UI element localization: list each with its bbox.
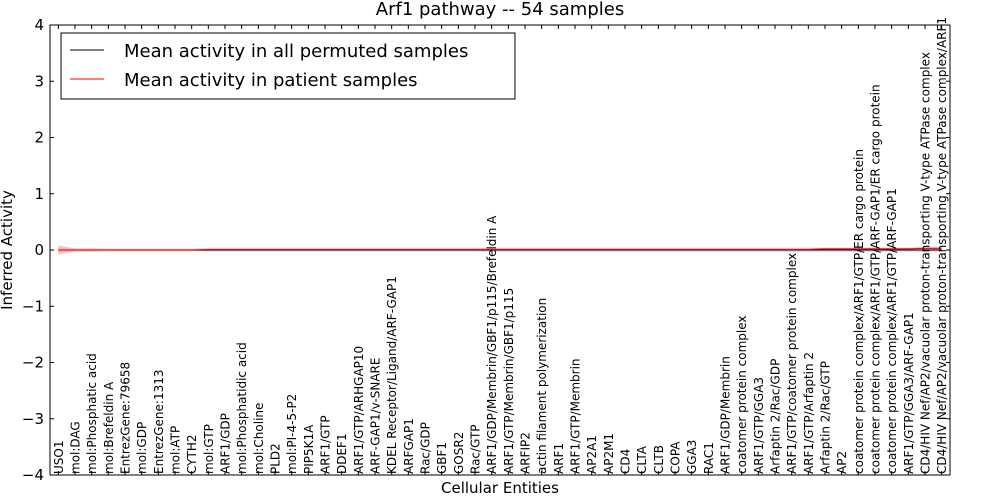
y-tick-label: −2 [22, 354, 44, 372]
x-tick-label: ARF1/GTP/Membrin [569, 358, 583, 474]
x-tick-label: ARFGAP1 [402, 418, 416, 474]
y-tick-label: −3 [22, 410, 44, 428]
x-axis-label: Cellular Entities [441, 479, 559, 497]
x-tick-label: GBF1 [435, 442, 449, 474]
y-tick-label: 0 [34, 241, 44, 259]
x-tick-label: Arfaptin 2/Rac/GDP [769, 359, 783, 474]
legend-label-patient: Mean activity in patient samples [124, 70, 418, 91]
x-tick-label: ARF1/GTP/GGA3/ARF-GAP1 [902, 312, 916, 474]
x-axis-ticks: USO1 mol:DAG mol:Phosphatic acid mol:Brefel… [52, 17, 949, 475]
line-series-1 [58, 247, 942, 251]
x-tick-label: ARF1/GTP/Membrin/GBF1/p115 [502, 288, 516, 474]
x-tick-label: AP2A1 [585, 435, 599, 474]
x-tick-label: mol:GTP [202, 424, 216, 474]
x-tick-label: ARF1 [552, 443, 566, 474]
x-tick-label: EntrezGene:1313 [152, 370, 166, 475]
x-tick-label: DDEF1 [335, 433, 349, 474]
x-tick-label: coatomer protein complex/ARF1/GTP/ARF-GA… [869, 84, 883, 474]
x-tick-label: coatomer protein complex/ARF1/GTP/ER car… [852, 149, 866, 474]
legend: Mean activity in all permuted samples Me… [60, 32, 516, 100]
x-tick-label: coatomer protein complex [735, 316, 749, 474]
legend-label-permuted: Mean activity in all permuted samples [124, 41, 468, 62]
x-tick-label: AP2 [835, 451, 849, 474]
x-tick-label: CD4/HIV Nef/AP2/vacuolar proton-transpor… [935, 17, 949, 474]
x-tick-label: PIP5K1A [302, 424, 316, 474]
x-tick-label: USO1 [52, 441, 66, 474]
x-tick-label: mol:DAG [69, 421, 83, 474]
y-tick-label: 4 [34, 16, 44, 34]
x-tick-label: CLTB [652, 445, 666, 474]
y-axis-label: Inferred Activity [0, 190, 16, 310]
x-tick-label: mol:ATP [169, 426, 183, 474]
y-tick-label: −1 [22, 297, 44, 315]
x-tick-label: EntrezGene:79658 [119, 362, 133, 474]
y-tick-label: 2 [34, 129, 44, 147]
x-tick-label: KDEL Receptor/Ligand/ARF-GAP1 [385, 276, 399, 474]
x-tick-label: AP2M1 [602, 433, 616, 474]
x-tick-label: CD4/HIV Nef/AP2/vacuolar proton-transpor… [919, 52, 933, 474]
x-tick-label: ARF1/GTP/GGA3 [752, 377, 766, 474]
x-tick-label: ARF1/GTP/coatomer protein complex [785, 253, 799, 474]
x-tick-label: mol:GDP [135, 422, 149, 474]
x-tick-label: mol:Choline [252, 403, 266, 474]
x-tick-label: Arfaptin 2/Rac/GTP [819, 361, 833, 474]
x-tick-label: actin filament polymerization [535, 298, 549, 474]
y-tick-label: 3 [34, 72, 44, 90]
y-tick-label: 1 [34, 185, 44, 203]
legend-box [60, 32, 516, 100]
chart-title: Arf1 pathway -- 54 samples [376, 0, 624, 20]
x-tick-label: mol:Phosphatic acid [85, 353, 99, 474]
x-tick-label: CYTH2 [185, 435, 199, 475]
x-tick-label: mol:PI-4-5-P2 [285, 394, 299, 474]
x-tick-label: PLD2 [269, 443, 283, 474]
x-tick-label: ARF-GAP1/v-SNARE [369, 358, 383, 474]
x-tick-label: GGA3 [685, 440, 699, 474]
x-tick-label: ARF1/GTP/Arfaptin 2 [802, 352, 816, 474]
x-tick-label: COPA [669, 441, 683, 474]
x-tick-label: ARF1/GDP/Membrin [719, 356, 733, 474]
x-tick-label: CLTA [635, 445, 649, 474]
x-tick-label: ARF1/GDP [219, 413, 233, 474]
x-tick-label: ARFIP2 [519, 432, 533, 474]
y-tick-label: −4 [22, 466, 44, 484]
x-tick-label: ARF1/GTP/ARHGAP10 [352, 346, 366, 474]
x-tick-label: mol:Brefeldin A [102, 381, 116, 474]
x-tick-label: coatomer protein complex/ARF1/GTP/ARF-GA… [885, 188, 899, 474]
x-tick-label: ARF1/GDP/Membrin/GBF1/p115/Brefeldin A [485, 215, 499, 474]
x-tick-label: Rac/GDP [419, 422, 433, 474]
x-tick-label: GOSR2 [452, 432, 466, 474]
series-lines [58, 247, 942, 251]
x-tick-label: RAC1 [702, 442, 716, 474]
x-tick-label: CD4 [619, 449, 633, 474]
x-tick-label: ARF1/GTP [319, 415, 333, 474]
x-tick-label: mol:Phosphatidic acid [235, 342, 249, 474]
y-axis-ticks: −4 −3 −2 −1 0 1 2 3 4 [22, 16, 950, 484]
x-tick-label: Rac/GTP [469, 424, 483, 474]
